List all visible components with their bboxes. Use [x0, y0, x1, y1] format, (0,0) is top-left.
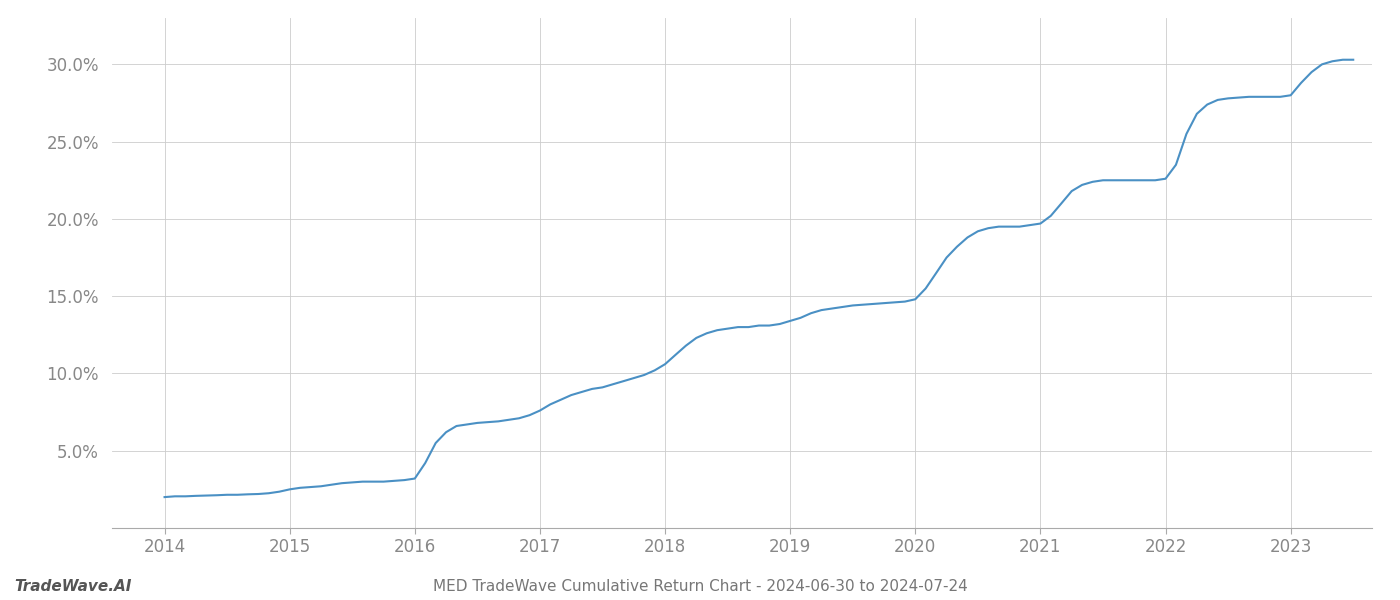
Text: MED TradeWave Cumulative Return Chart - 2024-06-30 to 2024-07-24: MED TradeWave Cumulative Return Chart - … — [433, 579, 967, 594]
Text: TradeWave.AI: TradeWave.AI — [14, 579, 132, 594]
